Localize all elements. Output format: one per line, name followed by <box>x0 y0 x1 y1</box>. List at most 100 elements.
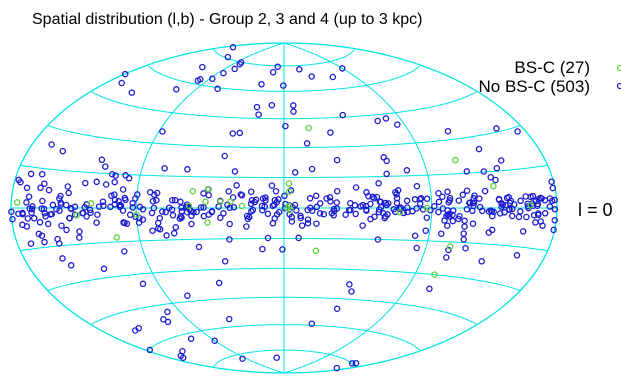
point-no-bs-c <box>261 203 268 210</box>
point-no-bs-c <box>24 215 32 222</box>
point-no-bs-c <box>56 240 63 247</box>
point-no-bs-c <box>517 208 524 215</box>
point-no-bs-c <box>205 191 212 199</box>
point-bs-c <box>238 202 246 210</box>
point-no-bs-c <box>538 195 545 202</box>
point-no-bs-c <box>519 228 527 235</box>
point-no-bs-c <box>58 222 65 229</box>
point-no-bs-c <box>44 220 52 228</box>
point-no-bs-c <box>98 156 106 164</box>
point-no-bs-c <box>546 203 554 210</box>
point-no-bs-c <box>217 214 224 221</box>
point-no-bs-c <box>111 178 118 186</box>
point-no-bs-c <box>523 213 530 221</box>
point-no-bs-c <box>455 215 462 223</box>
point-no-bs-c <box>312 192 320 200</box>
point-no-bs-c <box>342 211 349 218</box>
point-no-bs-c <box>76 234 83 241</box>
point-no-bs-c <box>470 199 478 206</box>
point-no-bs-c <box>187 335 195 342</box>
point-no-bs-c <box>25 193 33 200</box>
point-no-bs-c <box>413 182 421 190</box>
point-no-bs-c <box>161 164 168 172</box>
point-no-bs-c <box>231 65 238 73</box>
point-no-bs-c <box>449 207 457 214</box>
point-no-bs-c <box>462 244 469 252</box>
point-no-bs-c <box>262 194 269 201</box>
point-no-bs-c <box>446 194 454 202</box>
point-no-bs-c <box>493 164 501 172</box>
point-no-bs-c <box>316 210 324 217</box>
point-no-bs-c <box>383 170 390 178</box>
point-no-bs-c <box>226 220 233 228</box>
point-no-bs-c <box>534 202 541 209</box>
point-no-bs-c <box>169 196 176 204</box>
point-no-bs-c <box>225 188 232 195</box>
point-no-bs-c <box>370 195 378 202</box>
point-no-bs-c <box>385 200 392 207</box>
point-no-bs-c <box>221 258 229 265</box>
point-no-bs-c <box>532 219 539 226</box>
point-no-bs-c <box>236 60 243 68</box>
point-bs-c <box>87 200 95 207</box>
point-no-bs-c <box>68 205 75 213</box>
point-no-bs-c <box>135 324 142 332</box>
point-no-bs-c <box>208 208 216 215</box>
point-no-bs-c <box>195 243 203 251</box>
point-no-bs-c <box>382 115 390 122</box>
point-no-bs-c <box>363 207 370 214</box>
point-no-bs-c <box>461 217 468 225</box>
point-no-bs-c <box>23 223 31 230</box>
point-no-bs-c <box>522 193 529 200</box>
point-no-bs-c <box>374 117 381 125</box>
point-no-bs-c <box>380 154 387 161</box>
point-no-bs-c <box>435 198 443 206</box>
point-no-bs-c <box>258 81 265 88</box>
legend-marker-no-bs-c <box>616 82 621 90</box>
point-no-bs-c <box>253 103 261 111</box>
point-no-bs-c <box>272 187 280 195</box>
point-bs-c <box>133 211 140 218</box>
point-no-bs-c <box>371 213 378 220</box>
point-no-bs-c <box>146 188 154 196</box>
point-no-bs-c <box>308 320 316 327</box>
point-no-bs-c <box>56 195 63 202</box>
point-no-bs-c <box>308 165 316 173</box>
point-no-bs-c <box>179 354 187 361</box>
point-no-bs-c <box>316 200 324 207</box>
point-no-bs-c <box>200 212 208 220</box>
point-no-bs-c <box>23 199 30 206</box>
point-no-bs-c <box>297 214 305 222</box>
point-no-bs-c <box>393 194 401 202</box>
point-no-bs-c <box>493 125 500 132</box>
point-no-bs-c <box>346 281 353 288</box>
point-no-bs-c <box>40 205 48 213</box>
point-no-bs-c <box>102 181 110 188</box>
point-no-bs-c <box>95 203 103 210</box>
point-no-bs-c <box>514 128 521 135</box>
point-no-bs-c <box>139 280 147 288</box>
point-no-bs-c <box>304 219 312 227</box>
legend-label-no-bs-c: No BS-C (503) <box>479 77 590 96</box>
point-no-bs-c <box>339 111 346 119</box>
point-no-bs-c <box>38 205 45 212</box>
point-bs-c <box>431 271 438 278</box>
point-no-bs-c <box>199 63 206 71</box>
point-no-bs-c <box>102 163 109 170</box>
point-no-bs-c <box>524 203 532 210</box>
point-no-bs-c <box>551 205 559 213</box>
point-no-bs-c <box>395 205 403 212</box>
point-no-bs-c <box>82 179 89 187</box>
chart-title: Spatial distribution (l,b) - Group 2, 3 … <box>32 11 422 28</box>
point-no-bs-c <box>296 66 303 73</box>
point-no-bs-c <box>445 246 452 254</box>
point-no-bs-c <box>298 222 306 229</box>
point-no-bs-c <box>347 206 354 214</box>
point-no-bs-c <box>435 208 442 216</box>
point-no-bs-c <box>352 359 360 367</box>
point-no-bs-c <box>197 204 205 211</box>
point-no-bs-c <box>162 208 169 216</box>
point-no-bs-c <box>541 197 549 204</box>
point-no-bs-c <box>111 196 119 204</box>
point-no-bs-c <box>271 196 279 204</box>
